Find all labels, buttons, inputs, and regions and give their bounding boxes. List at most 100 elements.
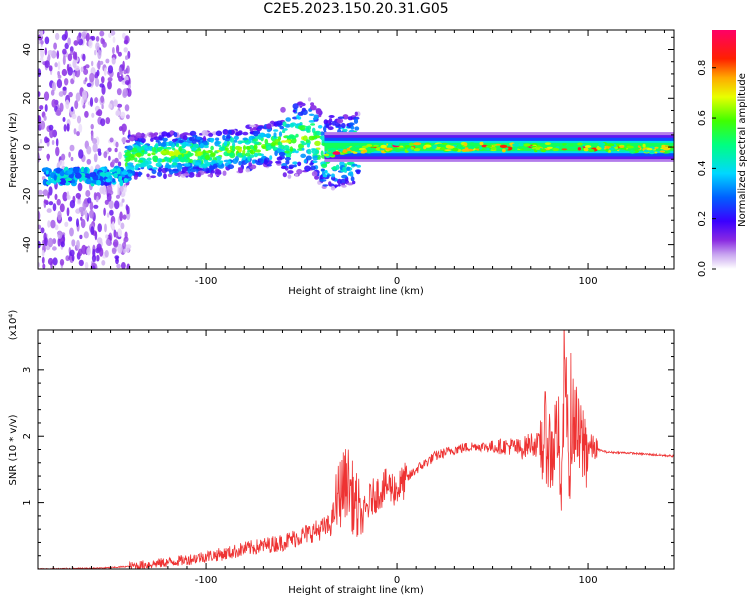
heat-cell <box>38 224 42 230</box>
heat-cell <box>53 174 57 181</box>
heat-cell <box>215 137 220 141</box>
heat-cell <box>64 181 71 186</box>
heat-cell <box>71 239 76 247</box>
heat-cell <box>289 146 294 152</box>
heat-cell <box>61 153 66 161</box>
heat-cell <box>172 147 176 151</box>
heat-cell <box>54 224 59 231</box>
heat-cell <box>113 100 118 107</box>
heat-cell <box>125 139 131 143</box>
heat-cell <box>260 132 264 139</box>
heat-cell <box>189 130 197 137</box>
heat-cell <box>257 125 265 129</box>
heat-cell <box>59 178 66 185</box>
heat-cell <box>618 149 626 153</box>
heat-cell <box>320 150 324 157</box>
heat-cell <box>86 158 92 165</box>
heat-cell <box>284 157 291 161</box>
heat-cell <box>74 172 82 179</box>
heat-cell <box>309 105 317 111</box>
heat-cell <box>107 65 114 74</box>
heat-cell <box>121 198 125 203</box>
heat-cell <box>562 143 567 146</box>
spectrogram-panel: -100 0 100 -40 -20 0 20 40 Height of straight l… <box>8 29 675 297</box>
heat-cell <box>256 162 264 166</box>
heat-cell <box>104 223 107 233</box>
heat-cell <box>577 142 583 146</box>
heat-cell <box>288 166 294 170</box>
heat-cell <box>310 102 315 106</box>
heat-cell <box>88 39 93 49</box>
spectrogram-xtick-label: -100 <box>195 276 218 287</box>
heat-cell <box>68 151 71 158</box>
heat-cell <box>62 191 68 202</box>
heat-cell <box>65 99 70 110</box>
heat-cell <box>114 157 119 164</box>
heat-cell <box>662 146 671 151</box>
heat-cell <box>41 249 45 257</box>
heat-cell <box>125 244 130 253</box>
heat-cell <box>38 189 43 196</box>
heat-cell <box>642 143 646 148</box>
heat-cell <box>178 140 184 144</box>
heat-cell <box>392 142 400 146</box>
heat-cell <box>458 144 462 148</box>
heat-cell <box>151 167 158 170</box>
heat-cell <box>546 146 553 149</box>
heat-cell <box>103 207 106 216</box>
heat-cell <box>146 157 152 161</box>
heat-cell <box>110 215 116 225</box>
heat-cell <box>285 152 292 159</box>
heat-cell <box>284 139 291 143</box>
heat-cell <box>441 142 448 145</box>
colorbar-tick-label: 0.4 <box>697 160 708 176</box>
heat-cell <box>479 146 483 150</box>
snr-xtick-label: 0 <box>394 575 400 586</box>
heat-cell <box>117 161 122 167</box>
heat-cell <box>606 143 615 147</box>
heat-cell <box>43 199 49 204</box>
heat-cell <box>185 143 193 147</box>
heat-cell <box>352 180 356 185</box>
heat-cell <box>56 198 61 206</box>
spectrogram-ytick-label: 40 <box>22 43 33 56</box>
heat-cell <box>337 116 345 119</box>
heat-cell <box>75 92 81 102</box>
heat-cell <box>55 146 60 157</box>
heat-cell <box>282 128 288 131</box>
heat-cell <box>363 149 368 153</box>
heat-cell <box>63 124 67 132</box>
heat-cell <box>52 246 57 251</box>
heat-cell <box>569 144 574 148</box>
heat-cell <box>75 208 80 214</box>
heat-cell <box>654 151 658 154</box>
heat-cell <box>50 89 55 96</box>
heat-cell <box>73 128 77 135</box>
heat-cell <box>300 110 304 116</box>
heat-cell <box>146 165 153 169</box>
heat-cell <box>337 118 344 124</box>
heat-cell <box>134 157 138 162</box>
heat-cell <box>540 148 547 153</box>
heat-cell <box>138 171 142 177</box>
heat-cell <box>479 141 484 146</box>
heat-cell <box>182 173 190 176</box>
heat-cell <box>66 207 70 217</box>
heat-cell <box>203 135 206 141</box>
heat-cell <box>57 210 62 221</box>
heat-cell <box>124 151 132 158</box>
heat-cell <box>305 139 310 143</box>
heat-cell <box>59 203 65 213</box>
heat-cell <box>92 138 98 145</box>
heat-cell <box>340 122 346 129</box>
heat-cell <box>72 51 76 60</box>
heat-cell <box>352 151 358 154</box>
heat-cell <box>122 214 127 220</box>
spectrogram-ytick-label: 0 <box>22 144 33 150</box>
heat-cell <box>178 146 183 152</box>
heat-cell <box>56 78 63 89</box>
heat-cell <box>244 160 249 164</box>
heat-cell <box>373 144 379 147</box>
colorbar: 0.0 0.2 0.4 0.6 0.8 Normalized spectral ampl… <box>697 30 748 277</box>
